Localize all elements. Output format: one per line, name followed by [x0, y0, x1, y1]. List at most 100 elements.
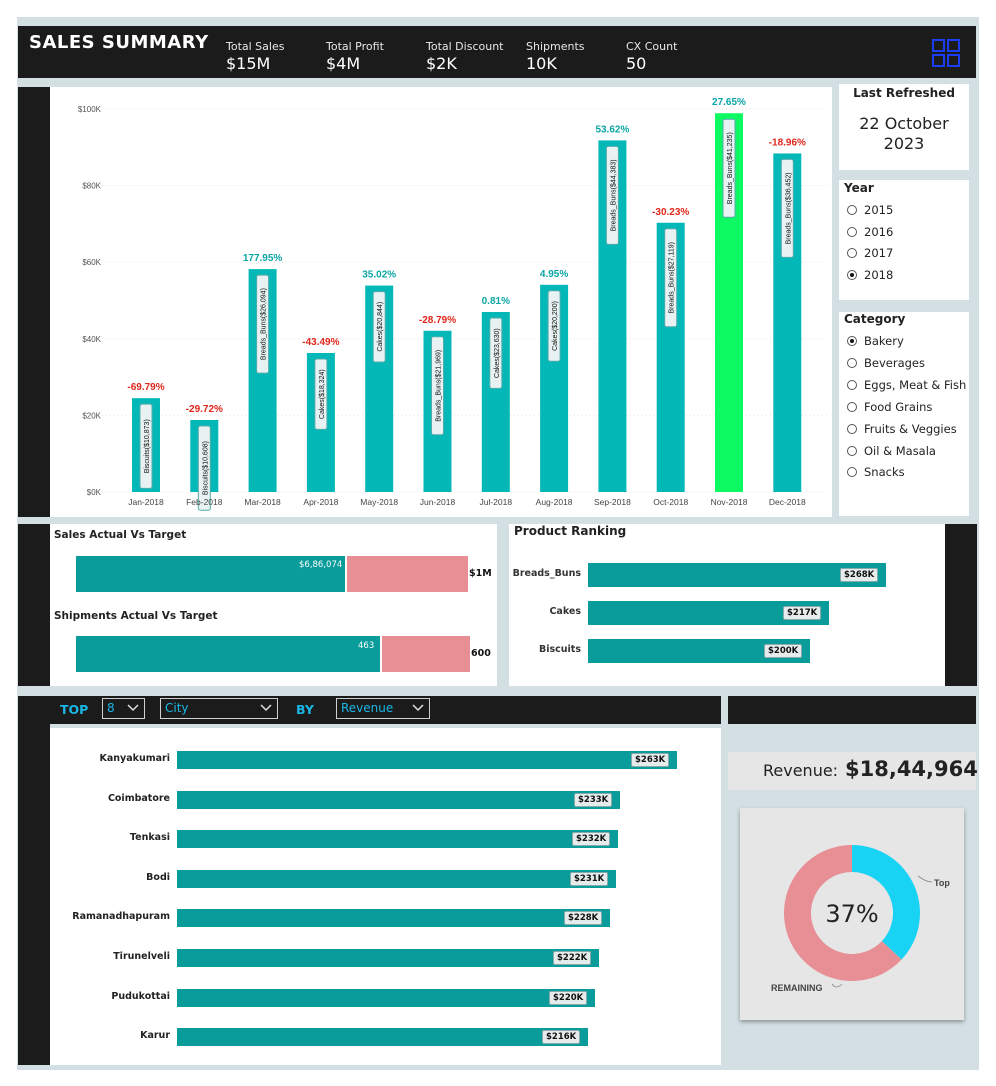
kpi-value: 10K	[526, 54, 557, 73]
change-label: -28.79%	[419, 315, 456, 326]
radio-icon[interactable]	[847, 336, 857, 346]
city-value-label: $228K	[564, 911, 603, 926]
bar-inner-label: Biscuits($10,873)	[139, 403, 153, 489]
radio-icon[interactable]	[847, 357, 857, 368]
bar-inner-label-text: Biscuits($10,873)	[144, 419, 151, 473]
radio-icon[interactable]	[847, 423, 857, 434]
donut-slice	[852, 845, 920, 960]
chevron-down-icon	[260, 704, 272, 712]
kpi-total-profit: Total Profit $4M	[326, 40, 384, 73]
bar-inner-label-bg	[197, 425, 211, 511]
radio-icon[interactable]	[847, 467, 857, 478]
radio-icon[interactable]	[847, 270, 857, 281]
year-option[interactable]: 2017	[847, 246, 893, 260]
city-label: Coimbatore	[107, 792, 170, 804]
x-tick-label: Feb-2018	[186, 497, 223, 507]
bar-inner-label: Breads_Buns($44,383)	[605, 145, 619, 245]
dimension-dropdown[interactable]: City	[160, 698, 278, 719]
x-tick-label: Dec-2018	[769, 497, 806, 507]
x-tick-label: Mar-2018	[244, 497, 281, 507]
category-option[interactable]: Oil & Masala	[847, 444, 936, 458]
kpi-value: $15M	[226, 54, 271, 73]
x-tick-label: Nov-2018	[711, 497, 748, 507]
radio-icon[interactable]	[847, 248, 857, 259]
bar-inner-label: Breads_Buns($26,094)	[256, 274, 270, 374]
bar-inner-label: Cakes($20,200)	[547, 290, 561, 362]
x-tick-label: Sep-2018	[594, 497, 631, 507]
city-label: Tenkasi	[129, 832, 170, 844]
radio-icon[interactable]	[847, 205, 857, 215]
kpi-shipments: Shipments 10K	[526, 40, 585, 73]
category-option[interactable]: Eggs, Meat & Fish	[847, 378, 966, 392]
radio-icon[interactable]	[847, 445, 857, 456]
top-label: TOP	[60, 702, 89, 717]
sales-target-title: Sales Actual Vs Target	[54, 529, 187, 541]
by-label: BY	[296, 702, 314, 717]
bar-inner-label: Cakes($18,324)	[314, 358, 328, 430]
donut-svg: 37% Top REMAINING	[771, 845, 950, 993]
kpi-label: Shipments	[526, 40, 585, 53]
bar-inner-label-bg	[372, 291, 386, 363]
kpi-total-sales: Total Sales $15M	[226, 40, 284, 73]
sales-actual-bar	[76, 556, 345, 592]
monthly-sales-svg: $0K $20K $40K $60K $80K $100K -69.79% Biscuits(…	[78, 97, 830, 511]
city-bar	[177, 988, 595, 1007]
year-filter-title: Year	[844, 181, 874, 195]
x-tick-label: Aug-2018	[536, 497, 573, 507]
top-share-donut: 37% Top REMAINING	[740, 808, 964, 1020]
measure-dropdown[interactable]: Revenue	[336, 698, 430, 719]
radio-icon[interactable]	[847, 379, 857, 390]
category-option[interactable]: Bakery	[847, 334, 904, 348]
measure-value: Revenue	[341, 701, 394, 715]
bar-inner-label-text: Cakes($20,844)	[377, 302, 384, 352]
bar-inner-label-bg	[256, 274, 270, 374]
sales-target-value: $1M	[469, 568, 492, 579]
year-option[interactable]: 2018	[847, 268, 893, 282]
city-label: Ramanadhapuram	[72, 911, 170, 923]
x-tick-label: Jul-2018	[479, 497, 512, 507]
bar-inner-label: Breads_Buns($21,969)	[431, 336, 444, 436]
year-option[interactable]: 2015	[847, 203, 893, 217]
bar-inner-label-text: Breads_Buns($41,235)	[727, 132, 734, 204]
revenue-label: Revenue:	[763, 761, 839, 780]
last-refreshed-date: 22 October	[859, 114, 949, 133]
kpi-cx-count: CX Count 50	[626, 40, 677, 73]
top-strip	[728, 696, 976, 724]
category-option[interactable]: Food Grains	[847, 400, 932, 414]
change-label: 177.95%	[243, 253, 283, 264]
kpi-value: $2K	[426, 54, 457, 73]
city-label: Tirunelveli	[113, 951, 170, 962]
top-n-dropdown[interactable]: 8	[102, 698, 145, 719]
kpi-label: Total Discount	[426, 40, 504, 53]
slice-label-top: Top	[934, 878, 950, 888]
x-tick-label: Jun-2018	[420, 497, 456, 507]
shipments-target-title: Shipments Actual Vs Target	[54, 610, 218, 622]
city-bar	[177, 830, 618, 849]
category-option[interactable]: Snacks	[847, 465, 905, 479]
product-label: Breads_Buns	[512, 568, 581, 579]
last-refreshed-card: Last Refreshed 22 October 2023	[839, 84, 969, 170]
change-label: 53.62%	[595, 124, 629, 135]
city-revenue-chart: Kanyakumari $263K Coimbatore $233K Tenkasi $2…	[50, 728, 721, 1065]
bar-inner-label: Breads_Buns($36,452)	[780, 158, 794, 258]
category-option[interactable]: Beverages	[847, 356, 925, 370]
year-option[interactable]: 2016	[847, 225, 893, 239]
y-tick-label: $0K	[87, 488, 102, 497]
grid-icon[interactable]	[932, 39, 960, 67]
city-label: Karur	[140, 1030, 170, 1042]
radio-icon[interactable]	[847, 401, 857, 412]
category-option[interactable]: Fruits & Veggies	[847, 422, 957, 436]
city-bar	[177, 949, 599, 967]
top-n-value: 8	[107, 701, 115, 715]
product-ranking-title: Product Ranking	[514, 524, 627, 538]
x-tick-label: Oct-2018	[653, 497, 688, 507]
category-option-label: Eggs, Meat & Fish	[864, 377, 967, 392]
radio-icon[interactable]	[847, 226, 857, 237]
city-value-label: $233K	[574, 792, 613, 807]
kpi-total-discount: Total Discount $2K	[426, 40, 503, 73]
category-filter-title: Category	[844, 312, 906, 326]
kpi-label: Total Profit	[326, 40, 384, 53]
bar-inner-label: Cakes($23,630)	[489, 317, 503, 389]
category-option-label: Snacks	[864, 465, 905, 480]
bar-inner-label-text: Breads_Buns($27,119)	[669, 242, 676, 313]
